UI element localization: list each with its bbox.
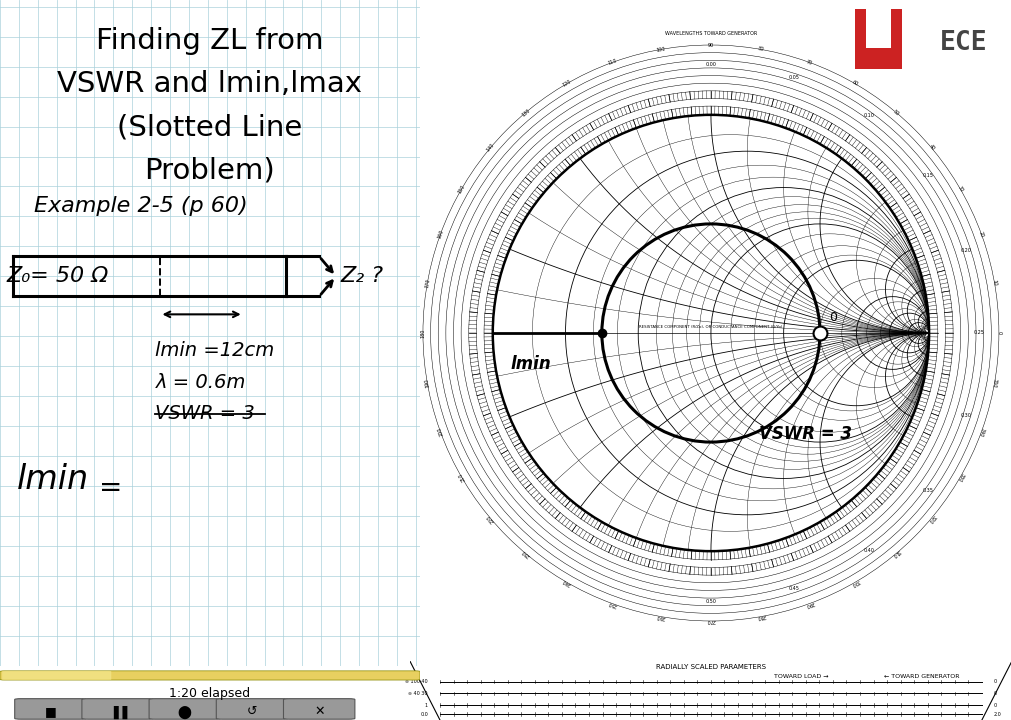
Text: 320: 320: [926, 513, 935, 523]
Text: WAVELENGTHS TOWARD GENERATOR: WAVELENGTHS TOWARD GENERATOR: [664, 31, 756, 36]
Text: Example 2-5 (p 60): Example 2-5 (p 60): [33, 197, 247, 217]
Text: 0.0: 0.0: [420, 711, 428, 716]
Text: 350: 350: [991, 378, 997, 388]
Text: 0: 0: [993, 679, 996, 684]
Text: 150: 150: [457, 184, 466, 194]
Text: ∞ 40 30: ∞ 40 30: [408, 691, 428, 696]
Text: lmin: lmin: [17, 463, 89, 496]
Bar: [854, 9, 870, 69]
Text: Z₀= 50 Ω: Z₀= 50 Ω: [6, 266, 108, 287]
Text: 0.35: 0.35: [922, 488, 932, 493]
Text: VSWR = 3: VSWR = 3: [156, 404, 255, 423]
Text: 0: 0: [996, 331, 1001, 335]
Text: 0.00: 0.00: [705, 62, 716, 67]
Text: 40: 40: [927, 144, 934, 152]
Text: =: =: [99, 474, 122, 502]
Text: 220: 220: [485, 513, 494, 523]
Text: 180: 180: [420, 328, 425, 338]
Text: 260: 260: [655, 613, 665, 620]
Text: 10: 10: [991, 279, 997, 287]
Text: 0: 0: [993, 703, 996, 708]
Text: 0.15: 0.15: [922, 173, 932, 178]
Text: λ = 0.6m: λ = 0.6m: [156, 373, 246, 392]
Text: 170: 170: [424, 278, 430, 288]
Text: 300: 300: [849, 578, 859, 587]
Text: 100: 100: [655, 46, 665, 53]
FancyBboxPatch shape: [15, 698, 86, 719]
Text: 130: 130: [520, 107, 531, 117]
Text: Finding ZL from: Finding ZL from: [96, 27, 324, 55]
Text: 330: 330: [954, 472, 963, 482]
Text: 200: 200: [436, 426, 444, 437]
Bar: [885, 9, 901, 69]
Text: 280: 280: [755, 613, 765, 620]
Text: 0.50: 0.50: [705, 599, 716, 604]
Bar: [865, 9, 890, 48]
Text: 0.45: 0.45: [788, 585, 799, 590]
Text: 0.20: 0.20: [959, 248, 971, 253]
Text: 1:20 elapsed: 1:20 elapsed: [169, 687, 251, 700]
Text: 0.10: 0.10: [862, 114, 874, 118]
Text: 1: 1: [425, 703, 428, 708]
Text: 240: 240: [561, 578, 571, 587]
Text: VSWR and lmin,lmax: VSWR and lmin,lmax: [58, 70, 362, 98]
Bar: [854, 48, 901, 69]
FancyBboxPatch shape: [283, 698, 355, 719]
Text: 210: 210: [457, 472, 466, 482]
Text: 90: 90: [707, 42, 714, 48]
FancyBboxPatch shape: [82, 698, 153, 719]
Text: lmin: lmin: [510, 355, 550, 373]
Text: RADIALLY SCALED PARAMETERS: RADIALLY SCALED PARAMETERS: [655, 664, 765, 670]
FancyBboxPatch shape: [0, 671, 420, 680]
Text: 310: 310: [890, 549, 901, 559]
Text: 110: 110: [607, 58, 617, 66]
Text: ← TOWARD GENERATOR: ← TOWARD GENERATOR: [883, 674, 958, 679]
Text: ■: ■: [44, 706, 57, 719]
Text: 70: 70: [805, 59, 813, 66]
Text: 120: 120: [561, 79, 571, 88]
Text: 340: 340: [977, 426, 985, 437]
Text: lmin =12cm: lmin =12cm: [156, 341, 274, 360]
Text: 270: 270: [706, 618, 715, 624]
Text: 290: 290: [804, 600, 814, 608]
Text: 80: 80: [756, 46, 763, 53]
Text: 0.30: 0.30: [959, 413, 971, 418]
Text: 250: 250: [607, 600, 617, 608]
Text: (Slotted Line: (Slotted Line: [117, 113, 302, 141]
Text: 190: 190: [424, 378, 430, 388]
FancyBboxPatch shape: [149, 698, 220, 719]
Text: TOWARD LOAD →: TOWARD LOAD →: [773, 674, 828, 679]
Text: Problem): Problem): [145, 156, 275, 184]
FancyBboxPatch shape: [216, 698, 287, 719]
Text: 2.0: 2.0: [993, 711, 1001, 716]
Text: 160: 160: [436, 229, 444, 240]
Text: 0.05: 0.05: [788, 76, 799, 81]
Text: 0.40: 0.40: [862, 548, 874, 552]
Text: 140: 140: [485, 143, 494, 153]
Text: ⬤: ⬤: [178, 706, 192, 719]
Text: ECE: ECE: [938, 30, 987, 56]
Text: ∞ 100 40: ∞ 100 40: [404, 679, 428, 684]
Text: 0.25: 0.25: [973, 330, 984, 336]
Text: 30: 30: [955, 185, 963, 193]
Text: RESISTANCE COMPONENT (R/Zo), OR CONDUCTANCE COMPONENT (G/Yo): RESISTANCE COMPONENT (R/Zo), OR CONDUCTA…: [639, 325, 782, 328]
Text: Z₂ ?: Z₂ ?: [340, 266, 383, 287]
Text: 20: 20: [978, 230, 984, 238]
Text: ✕: ✕: [313, 706, 325, 719]
Text: 0: 0: [828, 311, 836, 324]
Text: ▐▐: ▐▐: [108, 706, 127, 719]
Text: 0: 0: [993, 691, 996, 696]
Text: 230: 230: [520, 549, 531, 559]
Text: 60: 60: [850, 80, 858, 87]
Text: 50: 50: [891, 109, 899, 117]
Text: ↺: ↺: [247, 706, 257, 719]
FancyBboxPatch shape: [2, 671, 111, 680]
Text: VSWR = 3: VSWR = 3: [758, 425, 851, 443]
